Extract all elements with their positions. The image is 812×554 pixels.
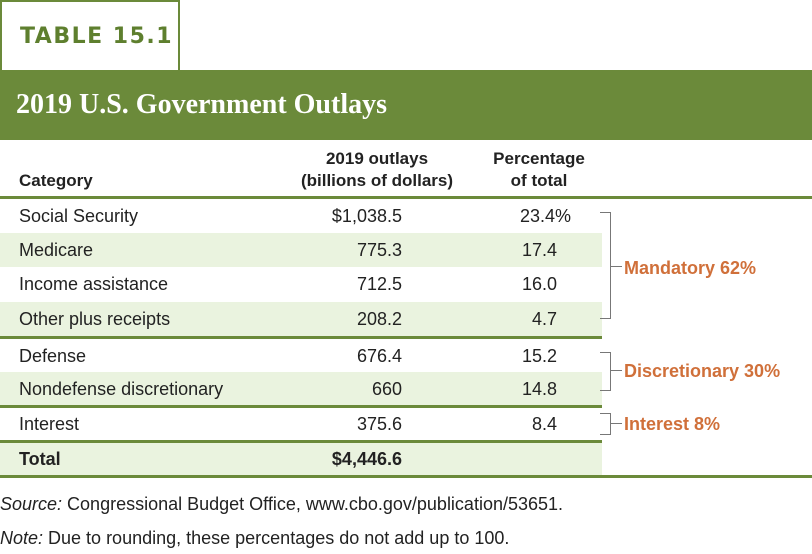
row-percentage: 4.7	[531, 309, 557, 329]
table-row: Other plus receipts 208.2 4.7	[0, 302, 602, 336]
header-outlays-line2: (billions of dollars)	[300, 171, 454, 190]
title-bar: 2019 U.S. Government Outlays	[0, 70, 812, 140]
row-category: Income assistance	[19, 274, 169, 294]
row-percentage: 15.2	[521, 346, 557, 366]
note-label: Note:	[0, 528, 44, 548]
header-outlays-line1: 2019 outlays	[325, 149, 429, 168]
mandatory-bracket	[600, 212, 611, 319]
table-row: Interest 375.6 8.4	[0, 407, 602, 441]
total-outlays: $4,446.6	[331, 449, 402, 469]
table-number-tab: TABLE 15.1	[0, 0, 180, 71]
source-note: Source: Congressional Budget Office, www…	[0, 492, 563, 516]
row-category: Other plus receipts	[19, 309, 171, 329]
table-row: Defense 676.4 15.2	[0, 339, 602, 373]
source-label: Source:	[0, 494, 63, 514]
row-outlays: 660	[371, 379, 402, 399]
header-pct-line2: of total	[510, 171, 568, 190]
table-row: Social Security $1,038.5 23.4%	[0, 199, 602, 233]
total-label: Total	[19, 449, 61, 469]
row-category: Nondefense discretionary	[19, 379, 224, 399]
source-text: Congressional Budget Office, www.cbo.gov…	[62, 494, 564, 514]
rounding-note: Note: Due to rounding, these percentages…	[0, 526, 509, 550]
row-outlays: 375.6	[356, 414, 402, 434]
header-outlays: 2019 outlays (billions of dollars)	[290, 148, 464, 192]
table-number: TABLE 15.1	[20, 24, 174, 49]
header-rule	[0, 196, 812, 199]
group-rule	[0, 440, 602, 443]
row-percentage: 17.4	[521, 240, 557, 260]
row-outlays: 712.5	[356, 274, 402, 294]
mandatory-label: Mandatory 62%	[624, 258, 757, 278]
group-rule	[0, 405, 602, 408]
row-outlays: 676.4	[356, 346, 402, 366]
discretionary-bracket-stub	[610, 370, 622, 371]
table-title: 2019 U.S. Government Outlays	[16, 89, 387, 120]
row-percentage: 16.0	[521, 274, 557, 294]
discretionary-bracket	[600, 352, 611, 391]
header-pct-line1: Percentage	[493, 149, 585, 168]
table-row: Income assistance 712.5 16.0	[0, 267, 602, 301]
row-outlays: 208.2	[356, 309, 402, 329]
table-row: Nondefense discretionary 660 14.8	[0, 372, 602, 406]
interest-bracket-stub	[610, 423, 622, 424]
row-category: Defense	[19, 346, 87, 366]
group-rule	[0, 336, 602, 339]
row-outlays: 775.3	[356, 240, 402, 260]
row-category: Social Security	[19, 206, 139, 226]
interest-bracket	[600, 413, 611, 435]
row-outlays: $1,038.5	[331, 206, 402, 226]
note-text: Due to rounding, these percentages do no…	[43, 528, 510, 548]
row-percentage: 8.4	[531, 414, 557, 434]
table-bottom-rule	[0, 475, 812, 478]
header-category: Category	[19, 171, 93, 190]
row-category: Interest	[19, 414, 80, 434]
table-row: Medicare 775.3 17.4	[0, 233, 602, 267]
header-percentage: Percentage of total	[480, 148, 598, 192]
total-row: Total $4,446.6	[0, 443, 602, 475]
row-percentage: 14.8	[521, 379, 557, 399]
row-category: Medicare	[19, 240, 94, 260]
row-percentage: 23.4%	[519, 206, 571, 226]
interest-label: Interest 8%	[624, 414, 721, 434]
mandatory-bracket-stub	[610, 266, 622, 267]
discretionary-label: Discretionary 30%	[624, 361, 781, 381]
